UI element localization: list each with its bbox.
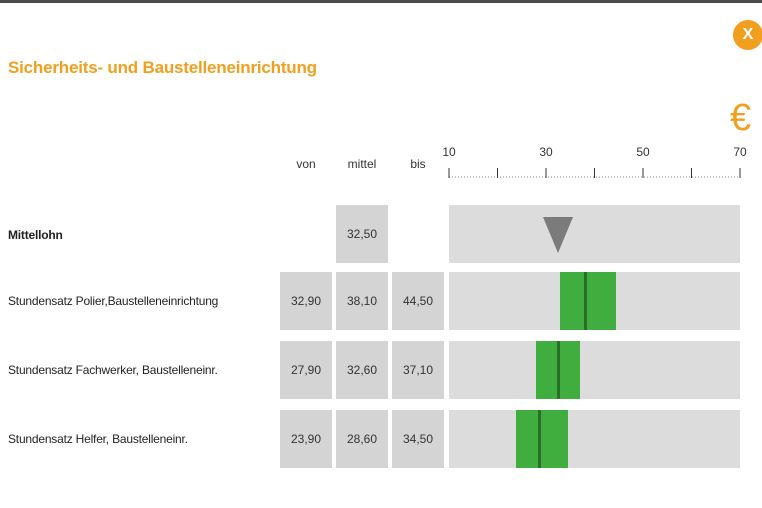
column-header-von: von: [296, 157, 316, 171]
polier-range-bar: [560, 272, 617, 330]
helfer-median-line: [537, 410, 541, 468]
polier-bis-cell: 44,50: [392, 272, 444, 330]
row-label-mittellohn: Mittellohn: [8, 228, 63, 242]
helfer-range-bar: [516, 410, 568, 468]
fachwerker-bis-cell: 37,10: [392, 341, 444, 399]
polier-median-line: [583, 272, 587, 330]
close-button[interactable]: X: [733, 20, 762, 50]
row-label-polier: Stundensatz Polier,Baustelleneinrichtung: [8, 294, 219, 308]
value-axis: 10 30 50 70: [442, 145, 747, 178]
fachwerker-von-cell: 27,90: [280, 341, 332, 399]
helfer-von-cell: 23,90: [280, 410, 332, 468]
polier-mittel-cell: 38,10: [336, 272, 388, 330]
axis-tick-label: 10: [442, 145, 456, 159]
polier-von-cell: 32,90: [280, 272, 332, 330]
column-header-bis: bis: [410, 157, 426, 171]
axis-tick-label: 70: [733, 145, 747, 159]
row-label-fachwerker: Stundensatz Fachwerker, Baustelleneinr.: [8, 363, 218, 377]
euro-icon: €: [730, 97, 752, 139]
axis-tick-label: 50: [636, 145, 650, 159]
mittellohn-track: [449, 205, 740, 263]
helfer-track: [449, 410, 740, 468]
helfer-mittel-cell: 28,60: [336, 410, 388, 468]
column-header-mittel: mittel: [347, 157, 377, 171]
fachwerker-mittel-cell: 32,60: [336, 341, 388, 399]
top-border: [0, 0, 762, 3]
dialog-title: Sicherheits- und Baustelleneinrichtung: [8, 58, 317, 77]
fachwerker-track: [449, 341, 740, 399]
fachwerker-median-line: [557, 341, 561, 399]
helfer-bis-cell: 34,50: [392, 410, 444, 468]
row-label-helfer: Stundensatz Helfer, Baustelleneinr.: [8, 432, 188, 446]
axis-tick-label: 30: [539, 145, 553, 159]
mittellohn-marker: [543, 217, 574, 253]
polier-track: [449, 272, 740, 330]
mittellohn-mittel-cell: 32,50: [336, 205, 388, 263]
